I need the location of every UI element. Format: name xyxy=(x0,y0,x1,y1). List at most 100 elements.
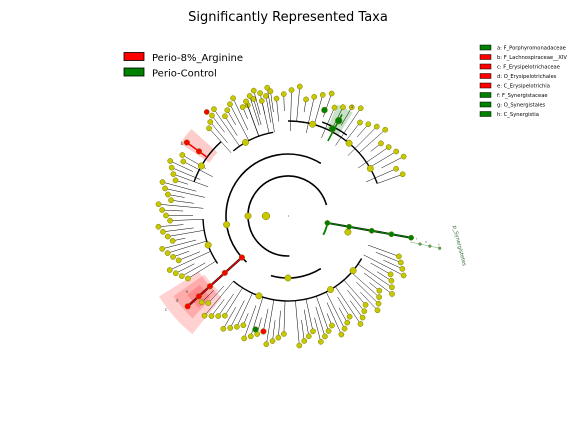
branch xyxy=(375,251,401,263)
taxon-node xyxy=(160,228,166,235)
branch xyxy=(178,251,201,261)
side-legend-label: a: F_Porphyromonadaceae xyxy=(497,46,566,52)
red-leaf-node-top xyxy=(203,109,210,115)
taxon-node xyxy=(374,307,381,314)
branch xyxy=(365,168,397,183)
branch xyxy=(173,173,209,188)
branch xyxy=(265,95,272,123)
clade-a-node xyxy=(329,125,336,133)
branch xyxy=(358,129,386,154)
taxon-node xyxy=(155,201,162,208)
green-node xyxy=(324,220,331,226)
branch xyxy=(210,121,228,143)
taxon-node xyxy=(230,95,236,102)
taxon-node xyxy=(164,233,171,240)
clade-b-node xyxy=(183,139,190,146)
inner-label-f: f xyxy=(416,237,417,241)
legend-swatch-perio-8-arginine xyxy=(123,52,145,61)
branch xyxy=(224,116,238,136)
branch xyxy=(321,107,335,138)
branch xyxy=(340,107,352,126)
clade-a-node xyxy=(321,106,328,114)
branch xyxy=(367,244,399,257)
taxon-node xyxy=(310,328,316,335)
taxon-node xyxy=(341,325,348,332)
order-arc-bottom xyxy=(232,258,363,302)
taxon-node xyxy=(178,273,185,279)
side-legend-item: f: F_Synergistaceae xyxy=(479,92,548,99)
taxon-node xyxy=(170,254,176,260)
branch xyxy=(183,161,213,177)
branch xyxy=(245,101,259,137)
branch xyxy=(347,289,365,312)
branch xyxy=(229,104,250,141)
taxon-node xyxy=(201,312,208,319)
taxon-node xyxy=(328,90,335,97)
clade-label-b: b xyxy=(181,141,184,147)
branch xyxy=(162,227,194,233)
branch xyxy=(164,188,206,198)
branch xyxy=(337,296,350,317)
group-legend: Perio-8%_Arginine Perio-Control xyxy=(123,52,243,80)
side-legend-item: h: C_Synergistia xyxy=(479,111,539,118)
taxon-node xyxy=(366,165,374,172)
branch xyxy=(276,98,279,122)
taxon-node xyxy=(376,294,382,300)
branch xyxy=(270,91,274,113)
branch xyxy=(349,300,363,318)
taxon-node xyxy=(296,342,303,349)
green-node xyxy=(346,223,352,230)
side-legend-label: c: F_Erysipelotrichaceae xyxy=(497,65,560,71)
branch xyxy=(290,90,292,132)
legend-swatch-perio-control xyxy=(123,67,145,77)
side-legend-item: g: O_Synergistales xyxy=(479,101,546,109)
branch xyxy=(295,300,300,346)
taxon-node xyxy=(241,335,248,342)
taxon-node xyxy=(264,84,271,91)
branch xyxy=(357,263,393,288)
taxon-node xyxy=(269,338,276,344)
taxon-node xyxy=(166,267,173,273)
branch xyxy=(253,98,262,125)
taxon-node xyxy=(275,334,282,341)
green-leaf-node xyxy=(252,326,259,333)
branch xyxy=(249,95,260,126)
branch xyxy=(335,108,361,146)
taxon-node xyxy=(159,179,166,185)
branch xyxy=(181,262,206,277)
branch xyxy=(369,151,397,168)
branch xyxy=(283,300,286,334)
taxon-node xyxy=(329,322,335,329)
taxon-node xyxy=(397,259,404,266)
branch xyxy=(229,300,245,329)
branch xyxy=(171,167,201,180)
taxon-node xyxy=(167,158,174,164)
center-node xyxy=(261,211,271,221)
taxon-node xyxy=(317,338,324,345)
taxon-node xyxy=(393,165,399,172)
green-node xyxy=(408,234,414,241)
taxon-node xyxy=(385,144,392,150)
branch xyxy=(218,293,234,317)
side-legend-item: a: F_Porphyromonadaceae xyxy=(479,44,566,52)
tree xyxy=(155,83,442,349)
side-legend-label: h: C_Synergistia xyxy=(497,112,539,118)
taxon-node xyxy=(207,119,214,125)
side-legend-label: f: F_Synergistaceae xyxy=(497,93,548,99)
side-legend-item: c: F_Erysipelotrichaceae xyxy=(479,63,560,71)
inner-labels: f g h xyxy=(416,237,440,247)
taxon-node xyxy=(361,308,368,315)
taxon-node xyxy=(247,333,254,340)
taxon-node xyxy=(250,87,257,94)
class-arc-lower xyxy=(270,267,322,279)
taxon-node xyxy=(365,121,372,128)
branch xyxy=(211,299,225,317)
branch xyxy=(213,108,240,147)
taxon-node xyxy=(240,322,247,329)
taxon-node xyxy=(305,333,312,340)
branch xyxy=(171,199,194,204)
outer-label-synergistetes: p_Synergistetes xyxy=(451,225,467,267)
branch xyxy=(357,146,389,169)
taxon-node xyxy=(257,90,263,96)
legend-label-perio-8-arginine: Perio-8%_Arginine xyxy=(152,53,243,64)
